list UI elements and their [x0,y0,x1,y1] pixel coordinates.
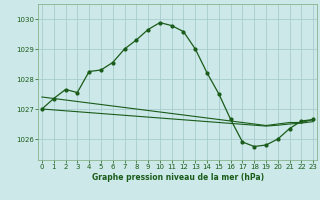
X-axis label: Graphe pression niveau de la mer (hPa): Graphe pression niveau de la mer (hPa) [92,173,264,182]
